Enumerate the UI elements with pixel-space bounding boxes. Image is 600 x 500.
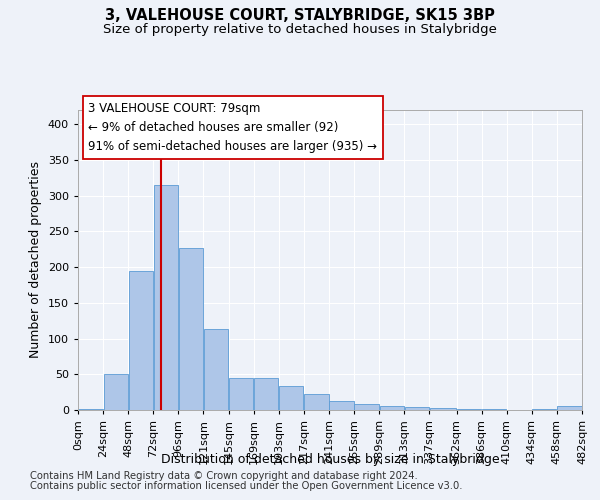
Bar: [128, 270, 153, 410]
Bar: [254, 378, 278, 410]
Bar: [380, 406, 404, 410]
Text: Size of property relative to detached houses in Stalybridge: Size of property relative to detached ho…: [103, 22, 497, 36]
Y-axis label: Number of detached properties: Number of detached properties: [29, 162, 42, 358]
Bar: [154, 185, 178, 410]
Bar: [279, 386, 304, 410]
Text: 3 VALEHOUSE COURT: 79sqm
← 9% of detached houses are smaller (92)
91% of semi-de: 3 VALEHOUSE COURT: 79sqm ← 9% of detache…: [88, 102, 377, 154]
Bar: [304, 394, 329, 410]
Bar: [329, 400, 353, 410]
Text: Contains public sector information licensed under the Open Government Licence v3: Contains public sector information licen…: [30, 481, 463, 491]
Bar: [179, 248, 203, 410]
Bar: [430, 408, 456, 410]
Bar: [229, 378, 253, 410]
Bar: [204, 330, 228, 410]
Bar: [557, 406, 581, 410]
Text: Distribution of detached houses by size in Stalybridge: Distribution of detached houses by size …: [161, 452, 499, 466]
Bar: [355, 404, 379, 410]
Bar: [404, 407, 429, 410]
Text: Contains HM Land Registry data © Crown copyright and database right 2024.: Contains HM Land Registry data © Crown c…: [30, 471, 418, 481]
Text: 3, VALEHOUSE COURT, STALYBRIDGE, SK15 3BP: 3, VALEHOUSE COURT, STALYBRIDGE, SK15 3B…: [105, 8, 495, 22]
Bar: [79, 408, 103, 410]
Bar: [104, 374, 128, 410]
